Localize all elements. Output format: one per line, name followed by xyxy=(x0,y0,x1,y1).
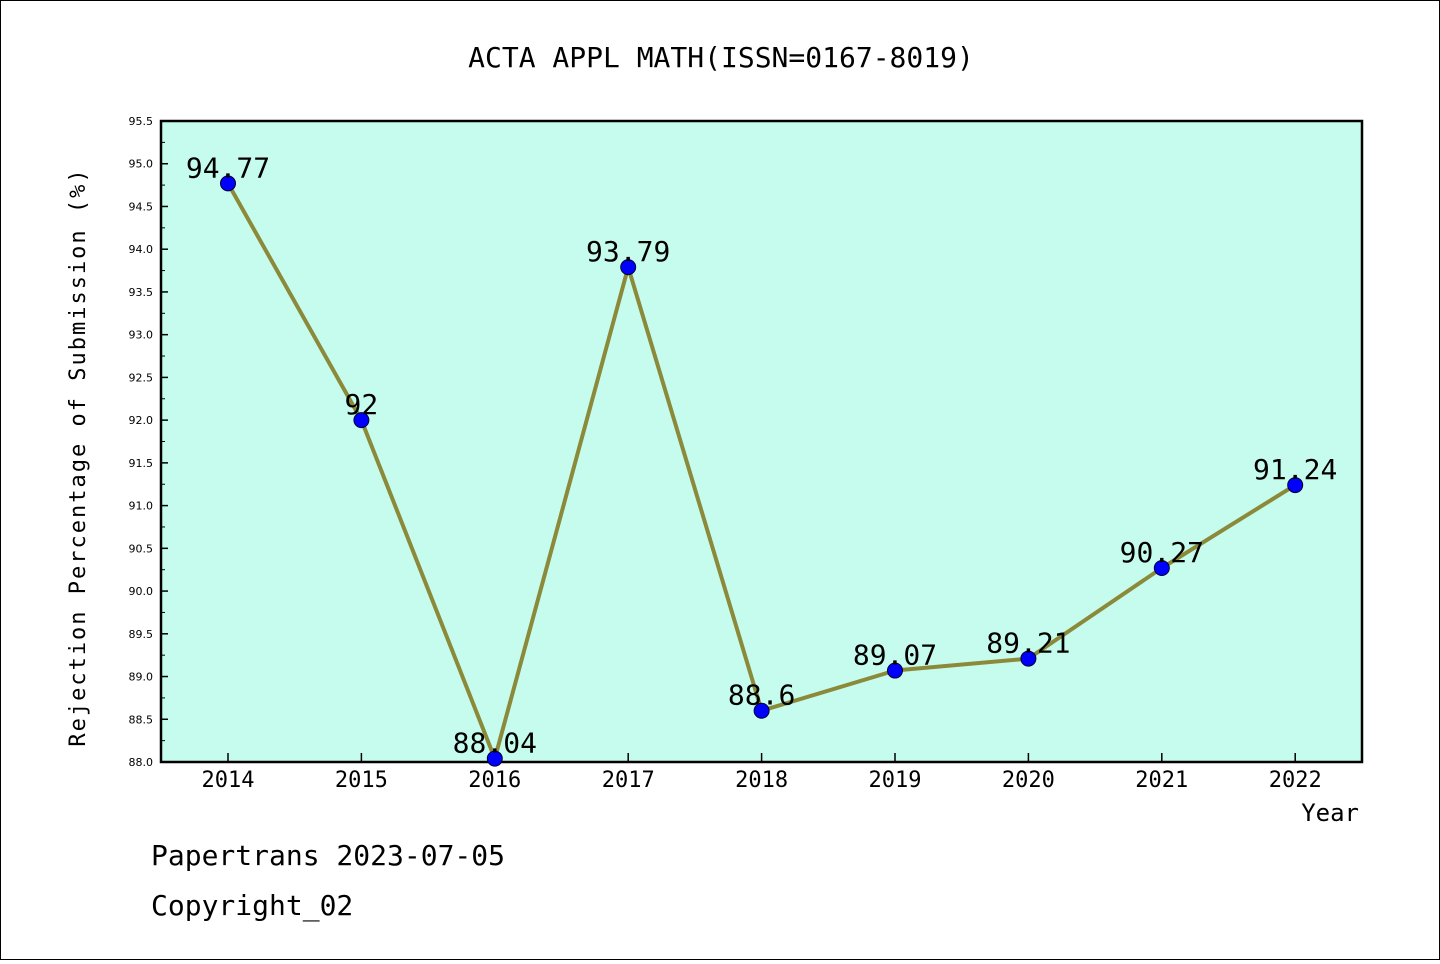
y-tick-label: 89.0 xyxy=(129,671,154,684)
data-point-2014 xyxy=(220,175,236,192)
footer-copyright: Copyright_02 xyxy=(151,889,353,923)
y-tick-label: 95.0 xyxy=(129,158,154,171)
y-axis-label: Rejection Percentage of Submission (%) xyxy=(66,167,91,746)
data-point-2015 xyxy=(353,412,370,429)
data-label-2018: 88.6 xyxy=(728,679,795,712)
y-tick-label: 93.5 xyxy=(129,286,154,299)
y-tick-label: 89.5 xyxy=(129,628,154,641)
data-labels: 94.77 92 88.04 93.79 88.6 89.07 89.21 90.27 91.2… xyxy=(186,151,1337,759)
y-tick-label: 92.5 xyxy=(129,371,154,384)
x-tick-label: 2016 xyxy=(468,768,521,793)
footer-date: Papertrans 2023-07-05 xyxy=(151,839,505,872)
y-tick-label: 88.5 xyxy=(129,713,154,726)
x-tick-label: 2020 xyxy=(1002,768,1055,793)
plot-area xyxy=(159,119,1364,764)
y-tick-label: 95.5 xyxy=(129,115,154,128)
data-point-2020 xyxy=(1020,650,1037,667)
data-label-2022: 91.24 xyxy=(1253,453,1337,486)
data-label-2016: 88.04 xyxy=(453,727,537,760)
y-tick-label: 92.0 xyxy=(129,414,154,427)
data-point-2021 xyxy=(1153,559,1170,576)
data-label-2015: 92 xyxy=(345,388,379,421)
y-tick-label: 93.0 xyxy=(129,329,154,342)
x-tick-label: 2019 xyxy=(869,768,922,793)
x-tick-label: 2017 xyxy=(602,768,655,793)
y-tick-label: 91.0 xyxy=(129,500,154,513)
data-label-2017: 93.79 xyxy=(586,235,670,268)
data-point-2019 xyxy=(887,662,903,679)
chart-title: ACTA APPL MATH(ISSN=0167-8019) xyxy=(468,41,974,74)
x-axis-label: Year xyxy=(1301,799,1359,827)
y-tick-label: 90.0 xyxy=(129,585,154,598)
data-label-2021: 90.27 xyxy=(1120,536,1204,569)
data-label-2014: 94.77 xyxy=(186,151,270,184)
x-tick-label: 2022 xyxy=(1269,768,1322,793)
x-tick-label: 2015 xyxy=(335,768,388,793)
y-tick-label: 94.0 xyxy=(129,243,154,256)
x-tick-label: 2021 xyxy=(1135,768,1188,793)
y-tick-label: 88.0 xyxy=(129,756,154,769)
y-tick-label: 90.5 xyxy=(129,542,154,555)
y-tick-label: 94.5 xyxy=(129,200,154,213)
x-axis: 2014 2015 2016 2017 2018 2019 2020 2021 2022 xyxy=(202,753,1322,793)
data-label-2020: 89.21 xyxy=(986,627,1070,660)
data-point-2017 xyxy=(620,259,637,276)
x-tick-label: 2018 xyxy=(735,768,788,793)
data-point-2016 xyxy=(486,750,503,767)
x-tick-label: 2014 xyxy=(202,768,255,793)
y-tick-label: 91.5 xyxy=(129,457,154,470)
data-label-2019: 89.07 xyxy=(853,639,937,672)
data-point-2022 xyxy=(1287,477,1304,494)
data-point-2018 xyxy=(753,702,770,719)
y-axis: 88.0 88.5 89.0 89.5 90.0 90.5 91.0 91.5 92.0 92.5… xyxy=(129,115,168,769)
series-rejection-percentage xyxy=(220,175,1304,767)
